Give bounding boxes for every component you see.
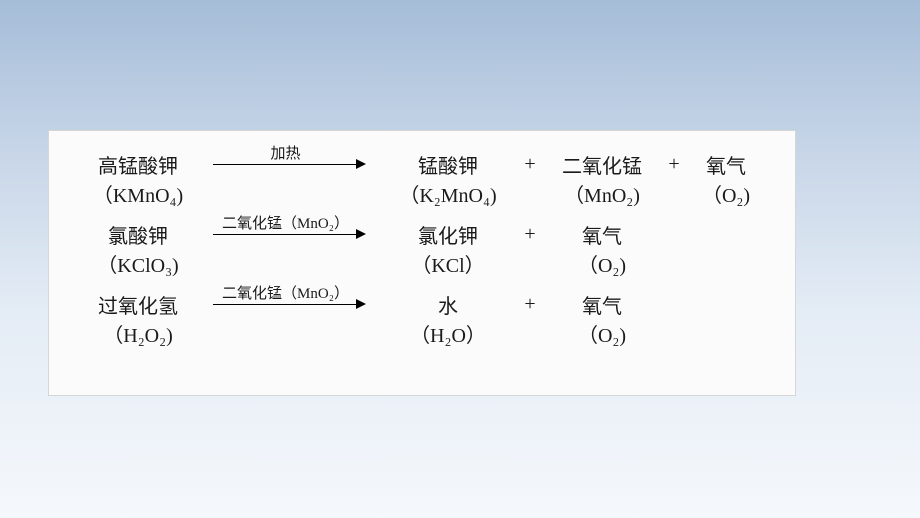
reaction-row: 氯酸钾 二氧化锰（MnO₂） 氯化钾 + 氧气 xyxy=(73,219,771,249)
arrow-line-icon xyxy=(213,304,358,305)
reactant-name: 氯酸钾 xyxy=(73,220,203,249)
plus-symbol: + xyxy=(513,293,547,316)
arrow-label: 加热 xyxy=(203,142,368,163)
product-name: 氯化钾 xyxy=(383,220,513,249)
spacer xyxy=(73,277,771,289)
arrow-head-icon xyxy=(356,299,366,309)
plus-symbol: + xyxy=(513,223,547,246)
reactant-formula: （H₂O₂) xyxy=(73,319,203,348)
arrow-head-icon xyxy=(356,159,366,169)
reactant-formula: （KMnO₄) xyxy=(73,179,203,208)
reaction-arrow: 加热 xyxy=(203,149,383,179)
product-formula: （MnO₂) xyxy=(547,179,657,208)
reaction-formula-row: （H₂O₂) （H₂O） （O₂) xyxy=(73,319,771,347)
product-formula: （O₂) xyxy=(691,179,761,208)
arrow-head-icon xyxy=(356,229,366,239)
product-formula: （KCl） xyxy=(383,249,513,278)
product-formula: （O₂) xyxy=(547,319,657,348)
reaction-row: 过氧化氢 二氧化锰（MnO₂） 水 + 氧气 xyxy=(73,289,771,319)
arrow-label: 二氧化锰（MnO₂） xyxy=(203,282,368,303)
product-name: 水 xyxy=(383,290,513,319)
plus-symbol: + xyxy=(513,153,547,176)
product-name: 锰酸钾 xyxy=(383,150,513,179)
arrow-label: 二氧化锰（MnO₂） xyxy=(203,212,368,233)
chemistry-panel: 高锰酸钾 加热 锰酸钾 + 二氧化锰 + 氧气 （KMnO₄) （K₂MnO₄)… xyxy=(48,130,796,396)
plus-symbol: + xyxy=(657,153,691,176)
product-name: 二氧化锰 xyxy=(547,150,657,179)
arrow-spacer xyxy=(203,318,383,348)
arrow-line-icon xyxy=(213,164,358,165)
reactant-name: 高锰酸钾 xyxy=(73,150,203,179)
reaction-arrow: 二氧化锰（MnO₂） xyxy=(203,289,383,319)
product-name: 氧气 xyxy=(691,150,761,179)
product-name: 氧气 xyxy=(547,290,657,319)
reaction-row: 高锰酸钾 加热 锰酸钾 + 二氧化锰 + 氧气 xyxy=(73,149,771,179)
reactant-formula: （KClO₃) xyxy=(73,249,203,278)
reactant-name: 过氧化氢 xyxy=(73,290,203,319)
product-formula: （K₂MnO₄) xyxy=(383,179,513,208)
product-name: 氧气 xyxy=(547,220,657,249)
reaction-arrow: 二氧化锰（MnO₂） xyxy=(203,219,383,249)
product-formula: （O₂) xyxy=(547,249,657,278)
arrow-spacer xyxy=(203,248,383,278)
reaction-formula-row: （KMnO₄) （K₂MnO₄) （MnO₂) （O₂) xyxy=(73,179,771,207)
arrow-line-icon xyxy=(213,234,358,235)
spacer xyxy=(73,207,771,219)
reaction-formula-row: （KClO₃) （KCl） （O₂) xyxy=(73,249,771,277)
arrow-spacer xyxy=(203,178,383,208)
product-formula: （H₂O） xyxy=(383,319,513,348)
